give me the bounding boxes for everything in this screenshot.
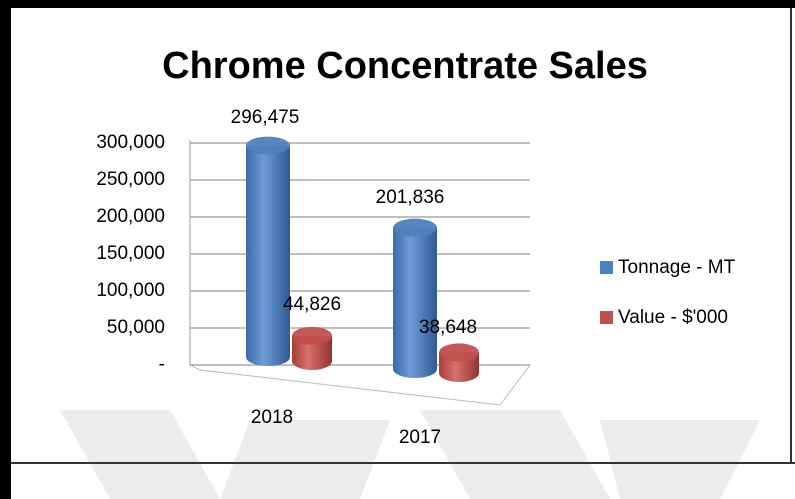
frame-top bbox=[0, 0, 795, 8]
cylinder-top bbox=[246, 136, 290, 155]
y-tick-label: 250,000 bbox=[96, 169, 165, 190]
legend-label: Value - $'000 bbox=[618, 307, 728, 328]
cylinder-body bbox=[393, 227, 437, 369]
data-label: 38,648 bbox=[419, 317, 477, 338]
frame-left bbox=[0, 0, 11, 499]
y-tick-label: 200,000 bbox=[96, 206, 165, 227]
y-tick-label: 100,000 bbox=[96, 280, 165, 301]
cylinder-top bbox=[439, 343, 479, 362]
x-tick-label: 2017 bbox=[399, 427, 441, 448]
legend-swatch bbox=[600, 311, 613, 324]
watermark bbox=[60, 410, 760, 499]
chart-title: Chrome Concentrate Sales bbox=[162, 45, 648, 87]
y-tick-label: 150,000 bbox=[96, 243, 165, 264]
y-tick-label: - bbox=[159, 354, 165, 375]
y-tick-label: 50,000 bbox=[107, 317, 165, 338]
cylinder-top bbox=[393, 218, 437, 237]
data-label: 201,836 bbox=[376, 187, 445, 208]
legend-label: Tonnage - MT bbox=[618, 257, 736, 278]
x-tick-label: 2018 bbox=[251, 407, 293, 428]
data-label: 296,475 bbox=[231, 107, 300, 128]
legend-swatch bbox=[600, 261, 613, 274]
data-label: 44,826 bbox=[283, 294, 341, 315]
cylinder-body bbox=[246, 145, 290, 357]
cylinder-top bbox=[292, 326, 332, 345]
y-tick-label: 300,000 bbox=[96, 132, 165, 153]
